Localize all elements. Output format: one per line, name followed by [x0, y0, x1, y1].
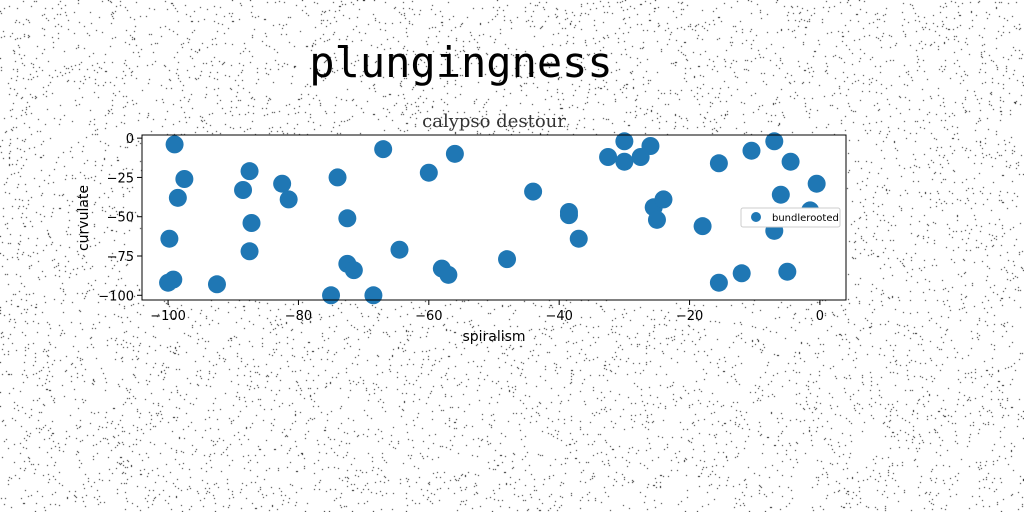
x-axis-label: spiralism	[462, 329, 525, 345]
data-point	[419, 163, 438, 182]
y-tick-label: 0	[126, 132, 134, 147]
data-point	[279, 190, 298, 209]
y-tick-label: −25	[107, 171, 134, 186]
data-point	[709, 273, 728, 292]
data-point	[445, 144, 464, 163]
legend-label: bundlerooted	[772, 213, 839, 224]
data-point	[654, 190, 673, 209]
data-point	[641, 137, 660, 155]
data-point	[168, 188, 187, 207]
y-axis: 0 −25 −50 −75 −100	[98, 132, 142, 304]
x-tick-label: −80	[285, 309, 312, 324]
x-axis: −100 −80 −60 −40 −20 0	[150, 300, 824, 324]
data-point	[615, 152, 634, 171]
y-tick-label: −50	[107, 211, 134, 226]
data-point	[781, 152, 800, 171]
data-point	[647, 210, 666, 229]
x-tick-label: −20	[676, 309, 703, 324]
legend: bundlerooted	[740, 207, 841, 228]
x-tick-label: −40	[545, 309, 572, 324]
data-point	[732, 264, 751, 283]
data-point	[807, 174, 826, 193]
data-point	[615, 132, 634, 151]
data-point	[364, 286, 383, 305]
data-point	[322, 286, 341, 305]
data-point	[240, 162, 259, 181]
data-point	[390, 240, 409, 259]
data-point	[165, 135, 184, 154]
data-point	[709, 154, 728, 173]
data-point	[693, 217, 712, 236]
data-point	[242, 214, 261, 232]
data-point	[498, 250, 517, 269]
data-point	[160, 229, 179, 248]
data-point	[599, 148, 618, 166]
figure-suptitle: plungingness	[309, 38, 613, 87]
data-point	[569, 229, 588, 248]
data-point	[559, 206, 578, 225]
data-point	[439, 265, 458, 284]
plot-title: calypso destour	[422, 111, 566, 132]
data-point	[207, 275, 226, 294]
data-point	[742, 141, 761, 160]
data-point	[765, 132, 784, 151]
data-point	[159, 273, 178, 292]
y-tick-label: −100	[98, 289, 134, 304]
legend-box	[740, 207, 841, 228]
plot-area	[142, 135, 846, 300]
data-point	[374, 140, 393, 159]
x-tick-label: −60	[415, 309, 442, 324]
data-point	[175, 170, 194, 188]
data-point	[344, 261, 363, 280]
data-point	[524, 182, 543, 201]
data-point	[778, 262, 797, 281]
legend-marker	[751, 212, 761, 222]
data-point	[240, 242, 259, 261]
data-point	[234, 181, 253, 199]
data-point	[273, 174, 292, 193]
data-point	[771, 185, 790, 204]
data-point	[338, 209, 357, 228]
data-point	[328, 168, 347, 187]
y-axis-label: curvulate	[76, 185, 92, 251]
x-tick-label: 0	[816, 309, 824, 324]
x-tick-label: −100	[150, 309, 186, 324]
plot-frame	[141, 134, 847, 301]
y-tick-label: −75	[107, 250, 134, 265]
